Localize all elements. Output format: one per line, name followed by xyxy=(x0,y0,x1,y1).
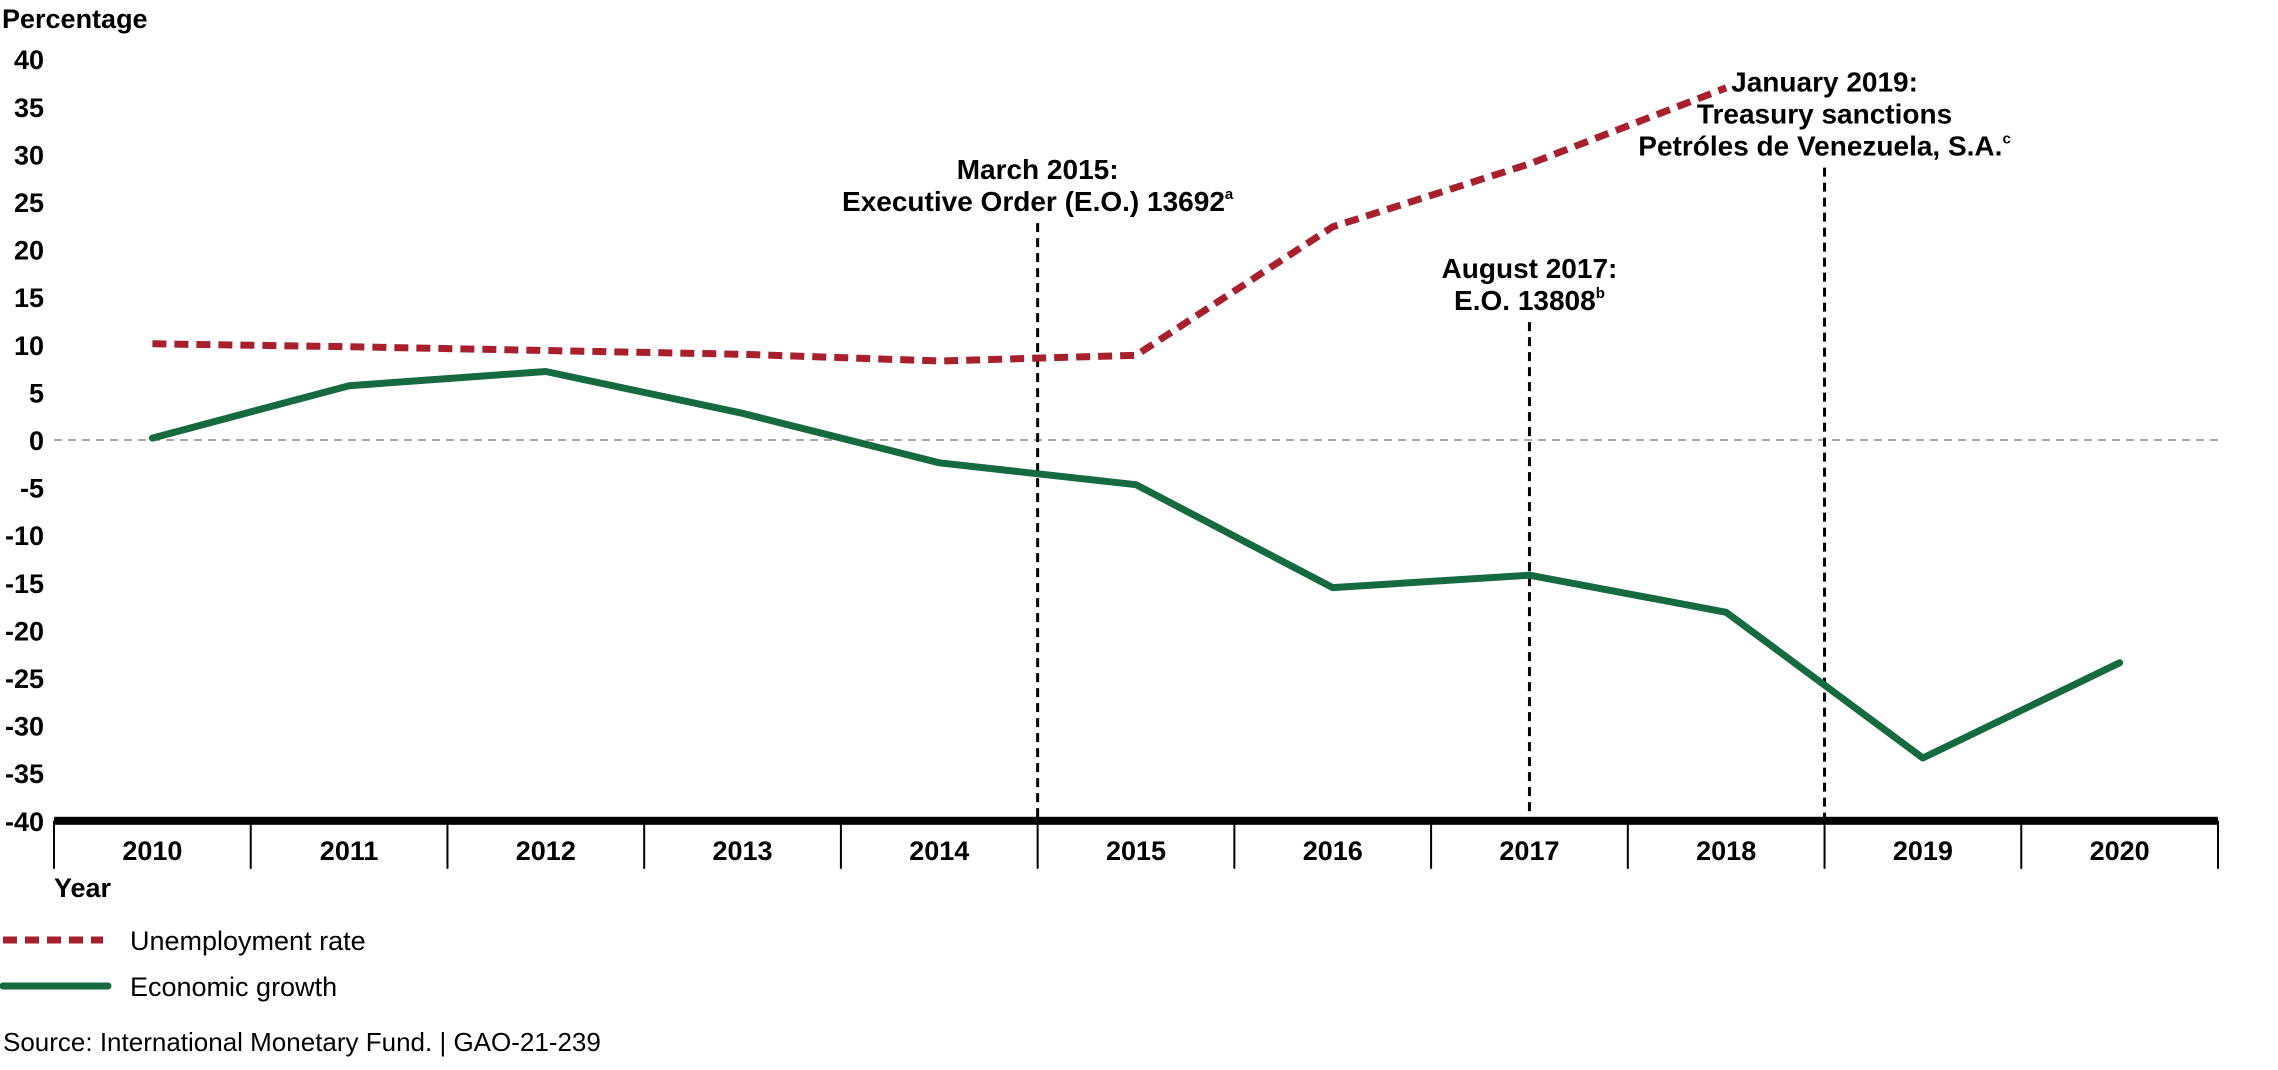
y-tick-label-0: 0 xyxy=(29,426,44,456)
annotation-superscript-pdvsa-sanctions: c xyxy=(2002,131,2010,148)
series-line-unemployment-rate xyxy=(152,84,1728,365)
x-tick-label-2019: 2019 xyxy=(1893,836,1953,866)
annotation-lines xyxy=(1036,167,1827,821)
annotation-text-eo-13808-0: August 2017: xyxy=(1442,253,1618,284)
x-tick-label-2013: 2013 xyxy=(713,836,773,866)
source-note: Source: International Monetary Fund. | G… xyxy=(3,1027,601,1057)
legend-item-economic-growth: Economic growth xyxy=(0,972,337,1002)
data-points xyxy=(152,87,2120,759)
y-tick-label-40: -40 xyxy=(5,807,44,837)
x-tick-label-2012: 2012 xyxy=(516,836,576,866)
y-tick-label-5: -5 xyxy=(20,474,44,504)
x-axis-line xyxy=(54,816,2218,825)
legend-item-unemployment: Unemployment rate xyxy=(3,926,366,956)
x-tick-label-2015: 2015 xyxy=(1106,836,1166,866)
annotation-text-pdvsa-sanctions-0: January 2019: xyxy=(1731,67,1918,98)
y-tick-label-5: 5 xyxy=(29,378,44,408)
x-tick-label-2016: 2016 xyxy=(1303,836,1363,866)
annotation-eo-13808: August 2017:E.O. 13808b xyxy=(1442,253,1618,316)
y-tick-label-15: 15 xyxy=(14,283,44,313)
y-tick-label-30: -30 xyxy=(5,712,44,742)
y-axis-ticks: 40 35 30 25 20 15 10 5 0 -5 -10 -15 -20 -25 -30 -35 -40 xyxy=(5,45,44,837)
annotation-text-eo-13808-1: E.O. 13808b xyxy=(1454,285,1605,316)
y-tick-label-10: 10 xyxy=(14,331,44,361)
annotation-superscript-eo-13692: a xyxy=(1225,186,1234,203)
y-tick-label-25: 25 xyxy=(14,188,44,218)
y-tick-label-20: -20 xyxy=(5,616,44,646)
y-tick-label-35: 35 xyxy=(14,93,44,123)
y-tick-label-25: -25 xyxy=(5,664,44,694)
y-axis-title: Percentage xyxy=(2,4,148,34)
annotation-text-eo-13692-0: March 2015: xyxy=(957,154,1119,185)
x-axis-title: Year xyxy=(54,873,112,903)
legend-label-unemployment: Unemployment rate xyxy=(130,926,366,956)
y-tick-label-35: -35 xyxy=(5,759,44,789)
annotation-text-eo-13692-1: Executive Order (E.O.) 13692a xyxy=(842,186,1234,217)
y-tick-label-10: -10 xyxy=(5,521,44,551)
y-tick-label-20: 20 xyxy=(14,236,44,266)
x-tick-label-2018: 2018 xyxy=(1696,836,1756,866)
x-axis-ticks: 2010 2011 2012 2013 2014 2015 2016 2017 2018 2019… xyxy=(53,820,2219,869)
x-tick-label-2017: 2017 xyxy=(1499,836,1559,866)
legend: Unemployment rate Economic growth xyxy=(0,926,366,1002)
y-tick-label-40: 40 xyxy=(14,45,44,75)
annotation-labels: March 2015:Executive Order (E.O.) 13692a… xyxy=(842,67,2011,317)
annotation-superscript-eo-13808: b xyxy=(1596,285,1605,302)
x-tick-label-2020: 2020 xyxy=(2090,836,2150,866)
annotation-text-pdvsa-sanctions-2: Petróles de Venezuela, S.A.c xyxy=(1638,131,2011,162)
y-tick-label-15: -15 xyxy=(5,569,44,599)
x-tick-label-2011: 2011 xyxy=(320,836,379,866)
annotation-eo-13692: March 2015:Executive Order (E.O.) 13692a xyxy=(842,154,1234,217)
x-tick-label-2010: 2010 xyxy=(122,836,182,866)
y-tick-label-30: 30 xyxy=(14,140,44,170)
x-tick-label-2014: 2014 xyxy=(909,836,969,866)
annotation-pdvsa-sanctions: January 2019:Treasury sanctionsPetróles … xyxy=(1638,67,2011,162)
annotation-text-pdvsa-sanctions-1: Treasury sanctions xyxy=(1697,99,1952,130)
legend-label-economic-growth: Economic growth xyxy=(130,972,337,1002)
